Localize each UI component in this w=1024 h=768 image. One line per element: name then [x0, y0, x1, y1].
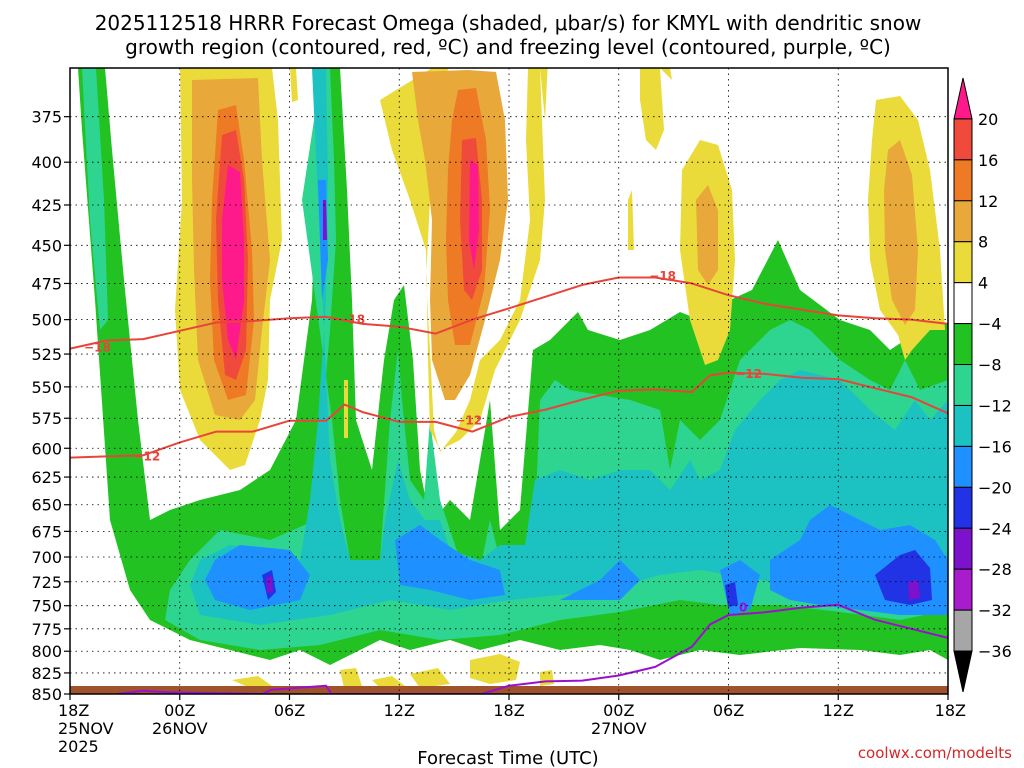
y-tick-label-575: 575 — [31, 409, 62, 428]
contour-label-1-0: −12 — [133, 449, 160, 463]
colorbar-label-8: −16 — [978, 437, 1012, 456]
colorbar-swatch-5 — [953, 282, 973, 325]
contour-label-0-2: −18 — [649, 269, 676, 283]
y-tick-label-675: 675 — [31, 522, 62, 541]
x-tick-label-18: 12Z — [384, 701, 415, 720]
y-tick-label-450: 450 — [31, 236, 62, 255]
x-tick-label-12: 06Z — [274, 701, 305, 720]
chart-title-line2: growth region (contoured, red, ºC) and f… — [125, 35, 891, 59]
colorbar-swatch-3 — [953, 200, 973, 243]
grid-lines — [70, 68, 948, 694]
x-tick-label-30: 00Z — [603, 701, 634, 720]
colorbar-label-13: −36 — [978, 642, 1012, 661]
colorbar: 20 16 12 8 4 −4 −8 −12 −16 −20 −24 −28 −32 −36 — [953, 77, 1012, 693]
colorbar-label-11: −28 — [978, 560, 1012, 579]
colorbar-label-7: −12 — [978, 396, 1012, 415]
x-axis-label: Forecast Time (UTC) — [417, 748, 598, 768]
contour-label-1-1: −12 — [455, 414, 482, 428]
colorbar-swatch-1 — [953, 118, 973, 161]
temperature-contours: −18−18−18−12−12−120 — [70, 269, 948, 694]
y-tick-label-625: 625 — [31, 468, 62, 487]
colorbar-swatch-12 — [953, 568, 973, 611]
contour-line-0 — [70, 276, 948, 350]
x-tick-year-0: 2025 — [58, 737, 99, 756]
colorbar-swatch-2 — [953, 159, 973, 202]
colorbar-swatch-9 — [953, 445, 973, 488]
colorbar-swatch-14 — [953, 650, 973, 693]
y-tick-label-600: 600 — [31, 439, 62, 458]
y-tick-label-850: 850 — [31, 685, 62, 704]
x-tick-label-48: 18Z — [935, 701, 966, 720]
y-tick-label-375: 375 — [31, 108, 62, 127]
y-tick-label-800: 800 — [31, 642, 62, 661]
omega-region-neg16 — [205, 180, 948, 615]
y-tick-label-750: 750 — [31, 597, 62, 616]
chart-title-line1: 2025112518 HRRR Forecast Omega (shaded, … — [95, 11, 922, 35]
colorbar-swatch-7 — [953, 364, 973, 406]
x-tick-label-36: 06Z — [713, 701, 744, 720]
contour-line-2 — [117, 603, 948, 694]
colorbar-label-5: −4 — [978, 315, 1002, 334]
colorbar-label-10: −24 — [978, 519, 1012, 538]
omega-region-neg12 — [190, 68, 948, 625]
y-tick-label-700: 700 — [31, 548, 62, 567]
colorbar-label-9: −20 — [978, 478, 1012, 497]
credit-text: coolwx.com/modelts — [858, 744, 1012, 762]
y-tick-label-475: 475 — [31, 274, 62, 293]
colorbar-label-0: 20 — [978, 110, 998, 129]
x-tick-label-0: 18Z — [58, 701, 89, 720]
contour-line-1 — [70, 371, 948, 459]
y-tick-label-400: 400 — [31, 153, 62, 172]
x-tick-label-6: 00Z — [164, 701, 195, 720]
x-tick-date-30: 27NOV — [591, 719, 647, 738]
colorbar-swatch-6 — [953, 323, 973, 366]
y-tick-label-725: 725 — [31, 573, 62, 592]
x-tick-date-0: 25NOV — [58, 719, 114, 738]
omega-region-pos16 — [216, 130, 482, 380]
y-tick-label-425: 425 — [31, 196, 62, 215]
colorbar-label-1: 16 — [978, 151, 998, 170]
y-tick-label-775: 775 — [31, 620, 62, 639]
contour-label-0-0: −18 — [84, 340, 111, 354]
x-tick-label-42: 12Z — [823, 701, 854, 720]
colorbar-swatch-8 — [953, 404, 973, 447]
colorbar-label-12: −32 — [978, 601, 1012, 620]
colorbar-swatch-4 — [953, 241, 973, 284]
y-tick-label-500: 500 — [31, 311, 62, 330]
colorbar-label-4: 4 — [978, 274, 988, 293]
y-axis: 375 400 425 450 475 500 525 550 575 600 625 650 675 7… — [31, 108, 70, 704]
colorbar-swatch-10 — [953, 486, 973, 529]
contour-label-1-2: −12 — [735, 367, 762, 381]
colorbar-swatch-13 — [953, 609, 973, 652]
x-tick-label-24: 18Z — [493, 701, 524, 720]
colorbar-swatch-0 — [953, 77, 973, 120]
colorbar-label-3: 8 — [978, 233, 988, 252]
x-tick-date-6: 26NOV — [152, 719, 208, 738]
y-tick-label-650: 650 — [31, 496, 62, 515]
colorbar-swatch-11 — [953, 527, 973, 570]
contour-label-2-0: 0 — [739, 601, 747, 615]
y-tick-label-525: 525 — [31, 345, 62, 364]
y-tick-label-825: 825 — [31, 664, 62, 683]
y-tick-label-550: 550 — [31, 378, 62, 397]
colorbar-label-2: 12 — [978, 192, 998, 211]
colorbar-label-6: −8 — [978, 356, 1002, 375]
